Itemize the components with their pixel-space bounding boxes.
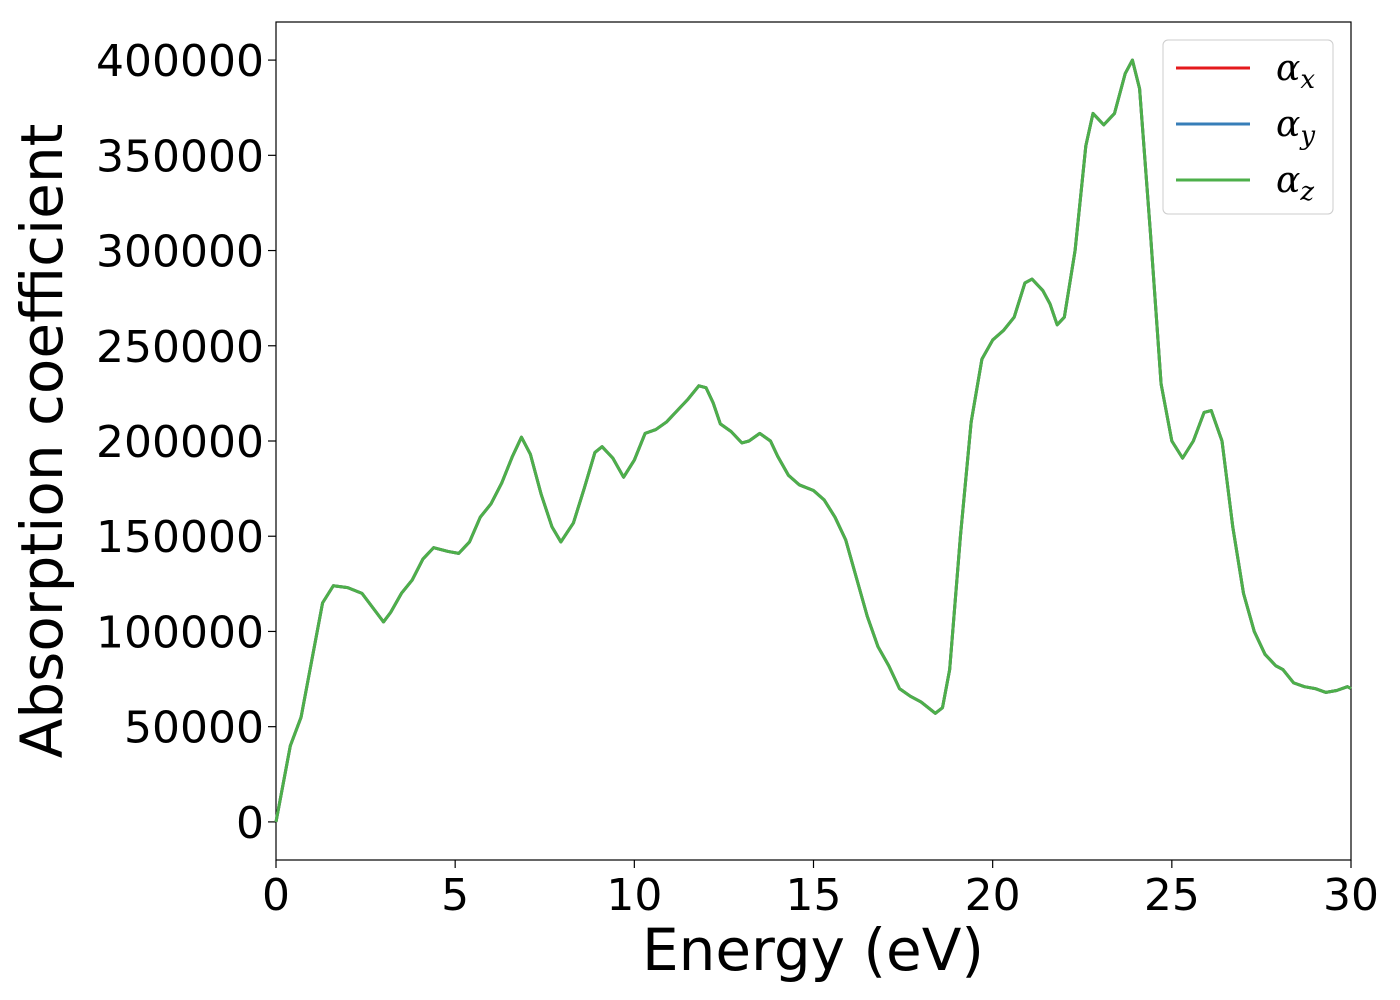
y-tick-label: 100000 [96, 607, 264, 658]
legend-label: αz [1276, 160, 1314, 207]
x-tick-label: 20 [965, 870, 1021, 921]
y-tick-label: 0 [236, 798, 264, 849]
legend-box [1162, 39, 1334, 215]
x-tick-label: 5 [441, 870, 469, 921]
legend-label: αx [1276, 48, 1315, 95]
legend: αx αy αz [1162, 39, 1334, 215]
y-tick-label: 150000 [96, 512, 264, 563]
x-tick-label: 25 [1144, 870, 1200, 921]
legend-label: αy [1276, 104, 1315, 151]
y-axis-label: Absorption coefficient [8, 124, 76, 759]
y-tick-label: 250000 [96, 322, 264, 373]
x-axis-label: Energy (eV) [642, 916, 984, 984]
y-tick-label: 400000 [96, 36, 264, 87]
x-tick-label: 15 [786, 870, 842, 921]
x-tick-label: 30 [1323, 870, 1379, 921]
x-tick-label: 0 [262, 870, 290, 921]
y-tick-label: 50000 [124, 703, 264, 754]
y-tick-label: 300000 [96, 227, 264, 278]
series-line [274, 58, 1352, 823]
y-tick-label: 200000 [96, 417, 264, 468]
y-tick-label: 350000 [96, 131, 264, 182]
x-tick-label: 10 [606, 870, 662, 921]
